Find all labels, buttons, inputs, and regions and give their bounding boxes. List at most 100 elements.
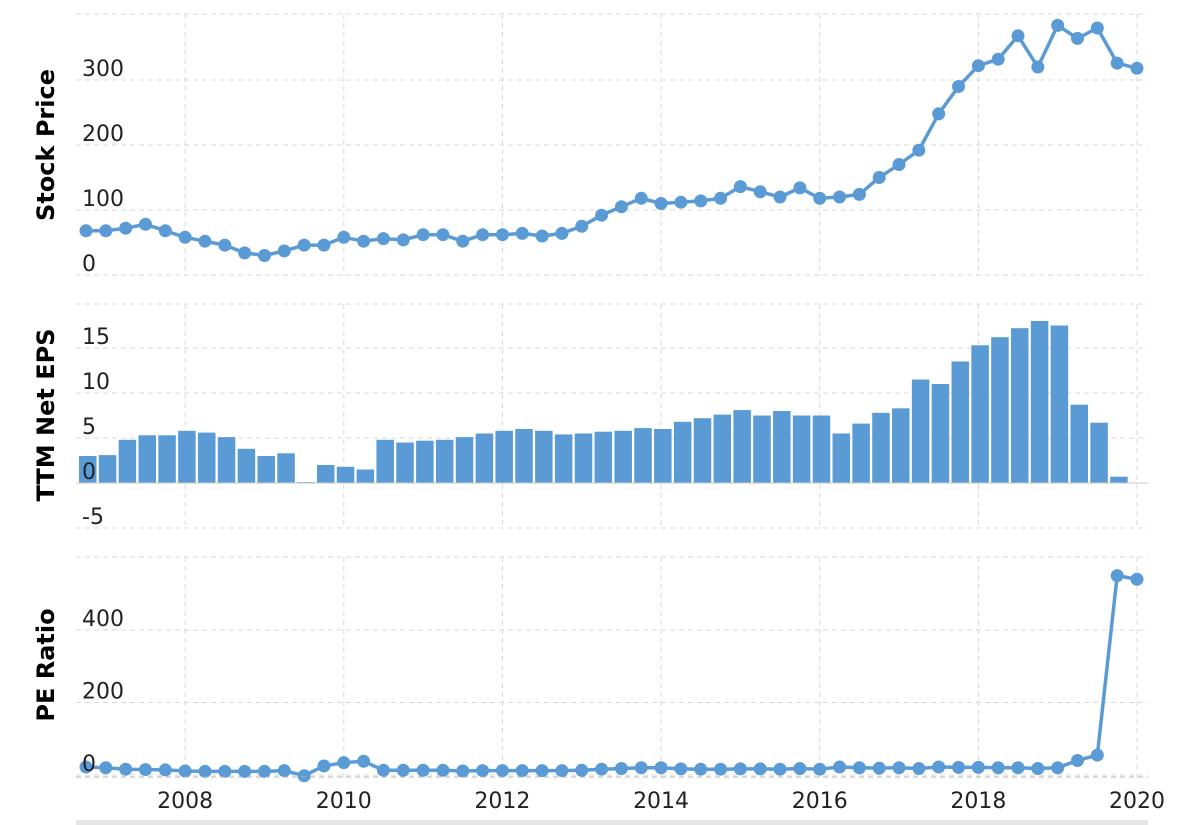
data-point [138, 217, 152, 231]
data-point [1051, 18, 1065, 32]
y-tick-label: 0 [82, 252, 96, 277]
eps-bar [217, 437, 236, 483]
data-point [198, 234, 212, 248]
data-point [515, 764, 529, 778]
data-point [1090, 21, 1104, 35]
x-tick-label: 2018 [950, 789, 1006, 814]
eps-bar [951, 361, 970, 483]
data-point [218, 238, 232, 252]
data-point [1051, 761, 1065, 775]
data-point [416, 763, 430, 777]
eps-bar [753, 415, 771, 483]
data-point [277, 244, 291, 258]
data-point [793, 181, 807, 195]
eps-bar [733, 410, 751, 483]
data-point [614, 761, 628, 775]
eps-bar [138, 435, 156, 483]
panel-ttm-net-eps: -5 0 5 10 15 TTM Net EPS [32, 303, 1148, 530]
eps-bar [971, 345, 989, 483]
eps-bar [277, 453, 295, 483]
y-tick-label: 0 [82, 752, 96, 777]
eps-bar [991, 337, 1009, 483]
data-point [852, 187, 866, 201]
data-point [476, 764, 490, 778]
x-tick-label: 2014 [633, 789, 689, 814]
data-point [138, 763, 152, 777]
data-point [694, 762, 708, 776]
data-point [952, 760, 966, 774]
eps-bar [911, 379, 930, 483]
eps-bar [852, 423, 870, 483]
data-point [416, 228, 430, 242]
eps-bar [356, 469, 375, 483]
data-point [79, 224, 93, 238]
data-point [396, 763, 410, 777]
data-point [79, 760, 93, 774]
data-point [238, 246, 252, 260]
eps-bar [554, 434, 573, 483]
eps-bar [693, 418, 712, 483]
data-point [634, 761, 648, 775]
data-point [991, 52, 1005, 66]
y-tick-label: 100 [82, 187, 124, 212]
data-point [198, 764, 212, 778]
data-point [852, 761, 866, 775]
data-point [971, 760, 985, 774]
data-point [178, 764, 192, 778]
data-point [218, 764, 232, 778]
data-point [991, 761, 1005, 775]
data-point [733, 762, 747, 776]
data-point [1110, 56, 1124, 70]
y-tick-label: 0 [82, 460, 96, 485]
eps-bar [713, 414, 732, 483]
data-point [674, 762, 688, 776]
eps-bar [495, 430, 513, 483]
data-point [357, 234, 371, 248]
eps-bar [594, 431, 613, 483]
data-point [813, 191, 827, 205]
eps-bar [118, 439, 137, 483]
data-point [912, 761, 926, 775]
data-point [1031, 60, 1045, 74]
eps-bar [634, 428, 652, 483]
eps-bar [178, 430, 196, 483]
data-point [317, 238, 331, 252]
data-point [297, 769, 311, 783]
y-axis-label: TTM Net EPS [32, 329, 60, 502]
data-point [634, 191, 648, 205]
eps-bar [931, 384, 950, 483]
eps-bar [257, 456, 275, 483]
data-point [595, 762, 609, 776]
x-tick-label: 2012 [474, 789, 530, 814]
data-point [912, 143, 926, 157]
eps-bar [475, 433, 494, 483]
data-point [833, 760, 847, 774]
eps-bar [1070, 404, 1089, 483]
data-point [535, 229, 549, 243]
eps-bar [1110, 476, 1128, 483]
y-tick-label: 5 [82, 415, 96, 440]
y-tick-label: 400 [82, 607, 124, 632]
data-point [595, 208, 609, 222]
data-point [357, 754, 371, 768]
data-point [1130, 61, 1144, 75]
data-point [337, 756, 351, 770]
data-point [1130, 572, 1144, 586]
data-point [297, 238, 311, 252]
data-point [158, 763, 172, 777]
data-point [376, 763, 390, 777]
y-tick-label: 10 [82, 370, 110, 395]
eps-bar [892, 408, 910, 483]
eps-bar [237, 448, 256, 483]
panel-stock-price: 0 100 200 300 Stock Price [32, 13, 1148, 277]
eps-bar [435, 439, 454, 483]
data-point [436, 228, 450, 242]
data-point [1031, 761, 1045, 775]
data-point [456, 764, 470, 778]
data-point [337, 230, 351, 244]
data-point [1110, 569, 1124, 583]
eps-bar [336, 466, 355, 483]
eps-bar [1050, 325, 1069, 483]
data-point [932, 107, 946, 121]
data-point [396, 233, 410, 247]
